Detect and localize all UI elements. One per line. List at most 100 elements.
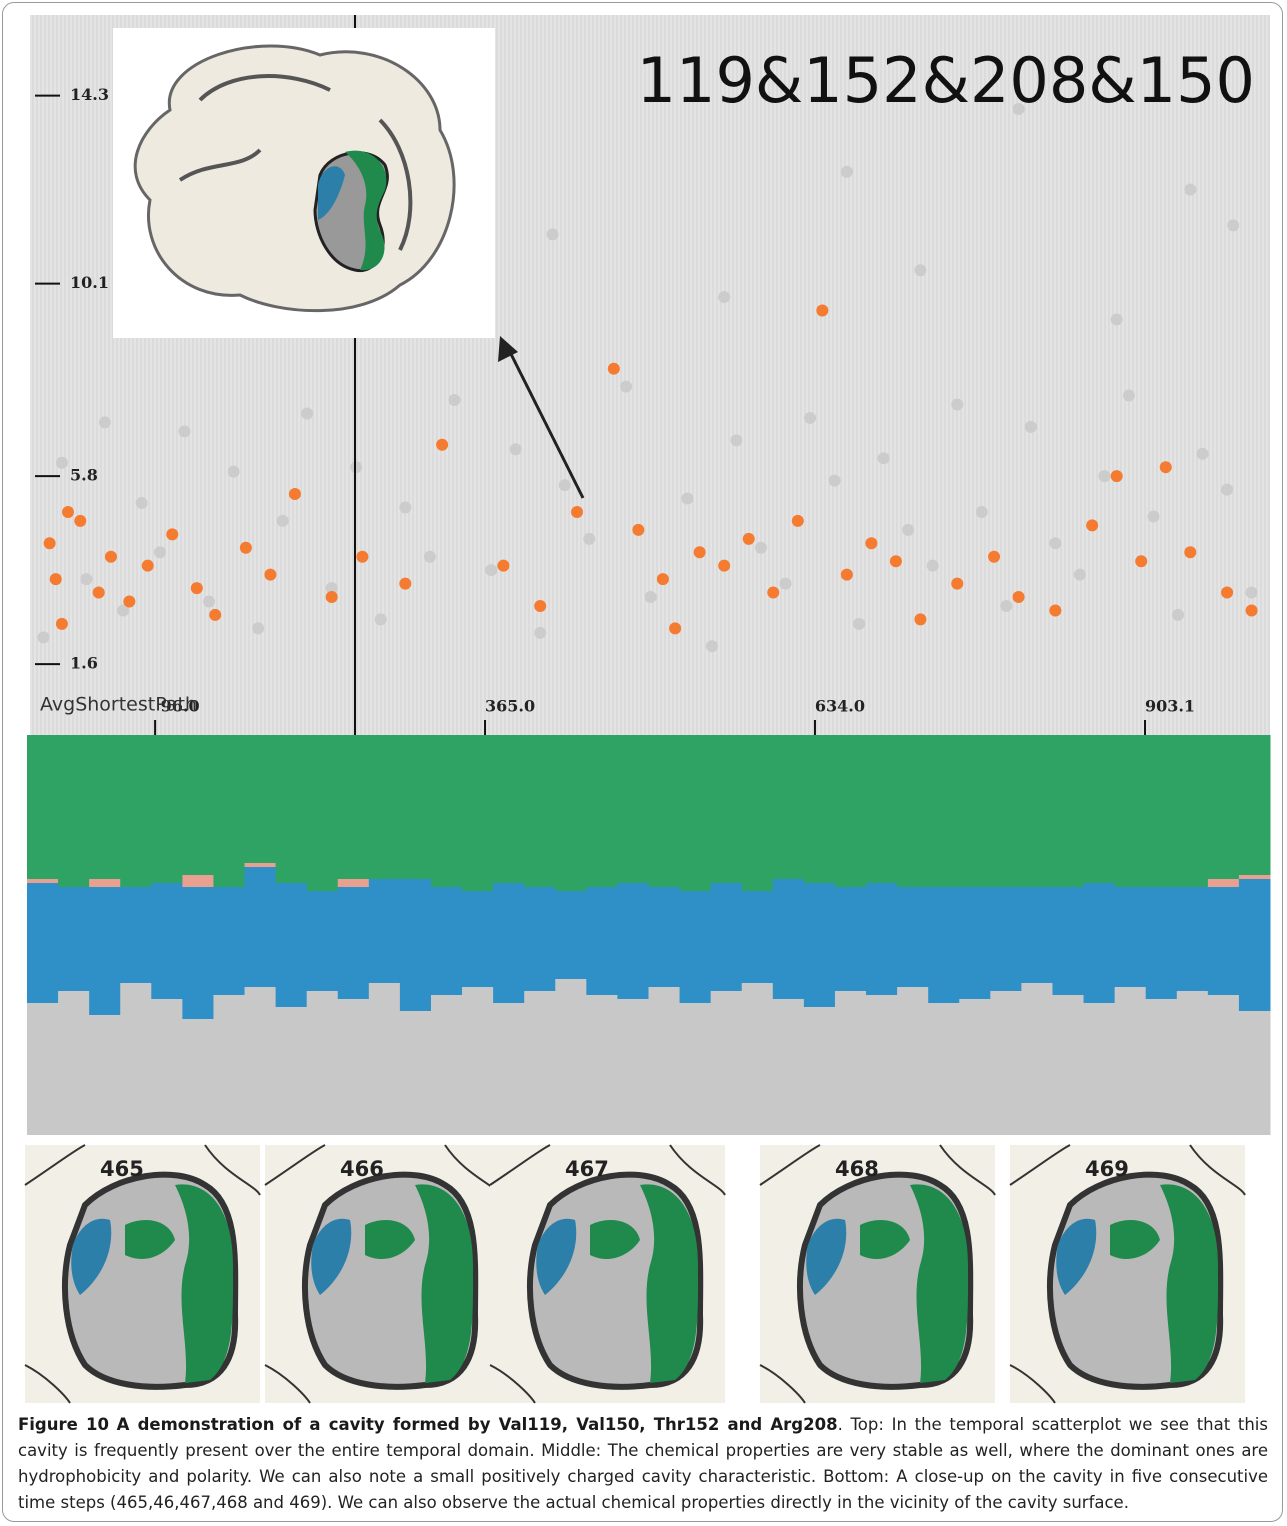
bar-segment bbox=[1176, 991, 1209, 1135]
bar-segment bbox=[555, 735, 587, 891]
point bbox=[43, 537, 56, 550]
bar-segment bbox=[1238, 735, 1271, 875]
point bbox=[1049, 604, 1062, 617]
point bbox=[276, 514, 289, 527]
bar-segment bbox=[928, 1003, 960, 1135]
bar-segment bbox=[493, 735, 525, 883]
bar-segment bbox=[89, 735, 121, 879]
bar-segment bbox=[834, 991, 867, 1135]
point bbox=[828, 474, 841, 487]
bar-segment bbox=[1021, 887, 1053, 983]
bar-segment bbox=[959, 999, 991, 1135]
bar-segment bbox=[1052, 995, 1085, 1135]
frame-label: 465 bbox=[100, 1157, 144, 1181]
bar-segment bbox=[58, 735, 90, 887]
bar-segment bbox=[337, 735, 370, 879]
point bbox=[804, 411, 817, 424]
point bbox=[1110, 313, 1123, 326]
bar-segment bbox=[399, 1011, 432, 1135]
frame-label: 466 bbox=[340, 1157, 384, 1181]
bar-segment bbox=[1083, 735, 1116, 883]
point bbox=[951, 398, 964, 411]
point bbox=[485, 564, 498, 577]
point bbox=[914, 613, 927, 626]
point bbox=[1147, 510, 1160, 523]
bar-segment bbox=[710, 991, 743, 1135]
point bbox=[1172, 608, 1185, 621]
point bbox=[1221, 586, 1234, 599]
point bbox=[252, 622, 265, 635]
bar-segment bbox=[555, 891, 587, 979]
point bbox=[840, 165, 853, 178]
bar-segment bbox=[27, 1003, 59, 1135]
point bbox=[448, 394, 461, 407]
bar-segment bbox=[244, 735, 277, 863]
bar-segment bbox=[27, 879, 59, 883]
bar-segment bbox=[524, 887, 556, 991]
point bbox=[141, 559, 154, 572]
bar-segment bbox=[244, 863, 277, 867]
frame-label: 468 bbox=[835, 1157, 879, 1181]
point bbox=[816, 304, 829, 317]
point bbox=[239, 541, 252, 554]
bar-segment bbox=[1238, 1011, 1271, 1135]
bar-segment bbox=[462, 735, 494, 891]
frame-label: 467 bbox=[565, 1157, 609, 1181]
bar-segment bbox=[430, 995, 463, 1135]
bar-segment bbox=[959, 735, 991, 887]
bar-segment bbox=[1145, 735, 1178, 887]
cavity-blue bbox=[1056, 1218, 1097, 1295]
bar-segment bbox=[586, 995, 618, 1135]
bar-segment bbox=[120, 983, 152, 1135]
point bbox=[55, 456, 68, 469]
bar-segment bbox=[462, 891, 494, 987]
bar-segment bbox=[306, 991, 339, 1135]
caption-label: Figure 10 bbox=[18, 1415, 109, 1434]
bar-segment bbox=[648, 735, 681, 887]
chart-title: 119&152&208&150 bbox=[637, 44, 1255, 117]
frame: 467 bbox=[489, 1144, 726, 1404]
point bbox=[1184, 546, 1197, 559]
cavity-blue bbox=[806, 1218, 847, 1295]
point bbox=[1227, 219, 1240, 232]
bar-segment bbox=[524, 735, 556, 887]
inset bbox=[113, 28, 495, 338]
bar-segment bbox=[244, 867, 277, 987]
point bbox=[742, 532, 755, 545]
bar-segment bbox=[679, 1003, 712, 1135]
point bbox=[135, 497, 148, 510]
scatter-plot: 1.6 5.8 10.1 14.3 96.0 365.0 634.0 903.1 bbox=[35, 85, 1258, 735]
bar-segment bbox=[1207, 735, 1240, 879]
bar-segment bbox=[213, 887, 246, 995]
axis-label: AvgShortestPath bbox=[40, 694, 197, 716]
bar-segment bbox=[58, 991, 90, 1135]
point bbox=[325, 591, 338, 604]
point bbox=[1221, 483, 1234, 496]
bar-segment bbox=[772, 879, 805, 999]
point bbox=[779, 577, 792, 590]
bar-segment bbox=[120, 887, 152, 983]
point bbox=[877, 452, 890, 465]
bar-segment bbox=[1021, 983, 1053, 1135]
point bbox=[374, 613, 387, 626]
bar-segment bbox=[959, 887, 991, 999]
bar-segment bbox=[1207, 887, 1240, 995]
point bbox=[914, 264, 927, 277]
bar-segment bbox=[213, 735, 246, 887]
bar-segment bbox=[337, 887, 370, 999]
bar-segment bbox=[213, 995, 246, 1135]
point bbox=[356, 550, 369, 563]
frame-lines bbox=[759, 1144, 996, 1404]
point bbox=[62, 505, 75, 518]
cavity-blue bbox=[311, 1218, 352, 1295]
point bbox=[620, 380, 633, 393]
bar-segment bbox=[275, 883, 308, 1007]
bar-segment bbox=[1083, 883, 1116, 1003]
x-tick-label: 903.1 bbox=[1145, 697, 1195, 716]
bar-segment bbox=[1021, 735, 1053, 887]
bar-segment bbox=[151, 999, 183, 1135]
bar-segment bbox=[368, 879, 401, 983]
point bbox=[681, 492, 694, 505]
bar-segment bbox=[337, 999, 370, 1135]
